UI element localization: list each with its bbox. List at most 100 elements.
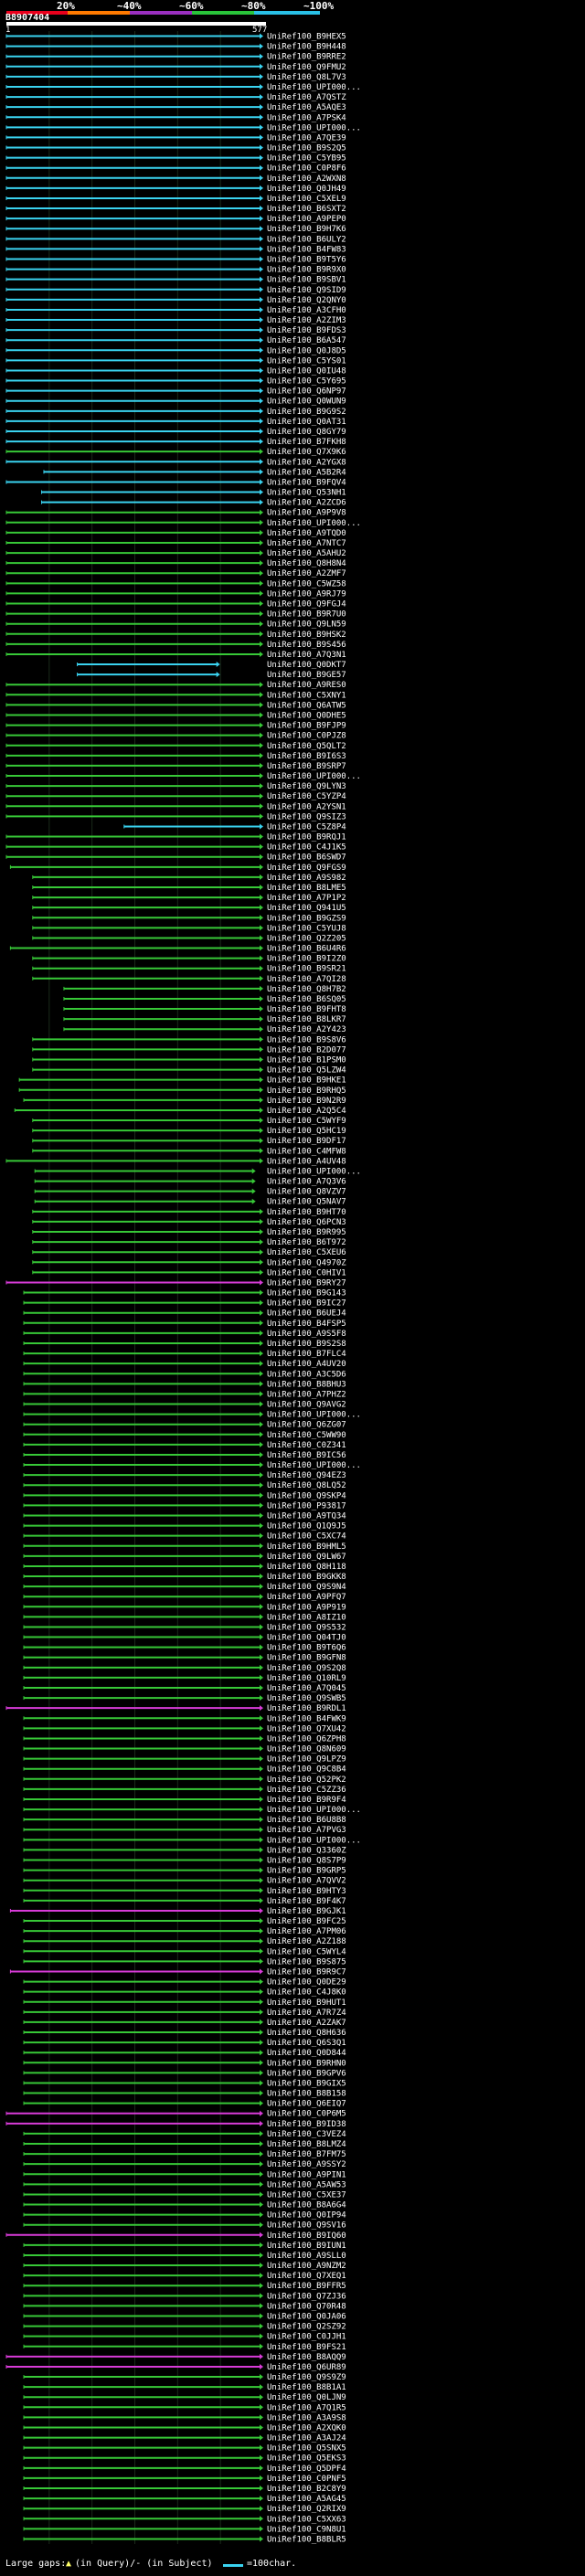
hit-label[interactable]: UniRef100_B9HUT1 — [267, 1998, 346, 2008]
hit-label[interactable]: UniRef100_A9PEP0 — [267, 215, 346, 224]
hit-label[interactable]: UniRef100_B9I6S3 — [267, 752, 346, 761]
hit-label[interactable]: UniRef100_A4UV48 — [267, 1157, 346, 1166]
hit-label[interactable]: UniRef100_A8IZ10 — [267, 1613, 346, 1622]
hit-label[interactable]: UniRef100_Q2SZ92 — [267, 2323, 346, 2332]
hit-label[interactable]: UniRef100_A2WXN8 — [267, 175, 346, 184]
hit-label[interactable]: UniRef100_B8LME5 — [267, 884, 346, 893]
hit-label[interactable]: UniRef100_A5AHU2 — [267, 549, 346, 558]
hit-label[interactable]: UniRef100_A5B2R4 — [267, 468, 346, 477]
hit-label[interactable]: UniRef100_B8B158 — [267, 2090, 346, 2099]
hit-label[interactable]: UniRef100_C0HIV1 — [267, 1268, 346, 1277]
hit-label[interactable]: UniRef100_B9HSK2 — [267, 631, 346, 640]
hit-label[interactable]: UniRef100_Q5NAV7 — [267, 1198, 346, 1207]
hit-label[interactable]: UniRef100_Q9SKP4 — [267, 1491, 346, 1500]
hit-label[interactable]: UniRef100_B9F4K7 — [267, 1897, 346, 1906]
hit-label[interactable]: UniRef100_Q9FGJ4 — [267, 600, 346, 610]
hit-label[interactable]: UniRef100_UPI000... — [267, 1461, 361, 1470]
hit-label[interactable]: UniRef100_B9RY27 — [267, 1278, 346, 1288]
hit-label[interactable]: UniRef100_UPI000... — [267, 772, 361, 781]
hit-label[interactable]: UniRef100_B6ULY2 — [267, 235, 346, 244]
hit-label[interactable]: UniRef100_B9RQJ1 — [267, 833, 346, 843]
hit-label[interactable]: UniRef100_Q8VZV7 — [267, 1188, 346, 1197]
hit-label[interactable]: UniRef100_Q94EZ3 — [267, 1471, 346, 1480]
hit-label[interactable]: UniRef100_B6SWD7 — [267, 853, 346, 863]
hit-label[interactable]: UniRef100_Q5LZW4 — [267, 1066, 346, 1076]
hit-label[interactable]: UniRef100_C9N8U1 — [267, 2525, 346, 2534]
hit-label[interactable]: UniRef100_B9R7U0 — [267, 610, 346, 620]
hit-label[interactable]: UniRef100_C5YUJ8 — [267, 924, 346, 933]
hit-label[interactable]: UniRef100_B9FFR5 — [267, 2282, 346, 2291]
hit-label[interactable]: UniRef100_Q0DHE5 — [267, 711, 346, 720]
hit-label[interactable]: UniRef100_B9H448 — [267, 43, 346, 52]
hit-label[interactable]: UniRef100_C5WYF9 — [267, 1117, 346, 1126]
hit-label[interactable]: UniRef100_Q8H636 — [267, 2029, 346, 2038]
hit-label[interactable]: UniRef100_A2XQK0 — [267, 2423, 346, 2433]
hit-label[interactable]: UniRef100_C5XEU6 — [267, 1248, 346, 1257]
hit-label[interactable]: UniRef100_Q9FGS9 — [267, 864, 346, 873]
hit-label[interactable]: UniRef100_B9GIX5 — [267, 2079, 346, 2088]
hit-label[interactable]: UniRef100_Q0JA06 — [267, 2313, 346, 2322]
hit-label[interactable]: UniRef100_Q0D844 — [267, 2049, 346, 2058]
hit-label[interactable]: UniRef100_B8LKR7 — [267, 1015, 346, 1024]
hit-label[interactable]: UniRef100_B9S875 — [267, 1957, 346, 1966]
hit-label[interactable]: UniRef100_C0PNF5 — [267, 2475, 346, 2484]
hit-label[interactable]: UniRef100_A7QSTZ — [267, 93, 346, 102]
hit-label[interactable]: UniRef100_UPI000... — [267, 1411, 361, 1420]
hit-label[interactable]: UniRef100_C5Y695 — [267, 377, 346, 387]
hit-label[interactable]: UniRef100_Q7XEQ1 — [267, 2272, 346, 2281]
hit-label[interactable]: UniRef100_B6U4R6 — [267, 945, 346, 954]
hit-label[interactable]: UniRef100_Q7XU42 — [267, 1724, 346, 1733]
hit-label[interactable]: UniRef100_Q6ZPH8 — [267, 1734, 346, 1744]
hit-label[interactable]: UniRef100_B6T972 — [267, 1238, 346, 1247]
hit-label[interactable]: UniRef100_UPI000... — [267, 83, 361, 92]
hit-label[interactable]: UniRef100_Q9S2Q8 — [267, 1664, 346, 1673]
hit-label[interactable]: UniRef100_Q8L7V3 — [267, 73, 346, 82]
hit-label[interactable]: UniRef100_Q9LW67 — [267, 1553, 346, 1562]
hit-label[interactable]: UniRef100_A2ZCD6 — [267, 499, 346, 508]
hit-label[interactable]: UniRef100_B9FS21 — [267, 2343, 346, 2352]
hit-label[interactable]: UniRef100_Q9S532 — [267, 1623, 346, 1632]
hit-label[interactable]: UniRef100_B8BLR5 — [267, 2535, 346, 2544]
hit-label[interactable]: UniRef100_B4FWK9 — [267, 1714, 346, 1723]
hit-label[interactable]: UniRef100_Q6UR89 — [267, 2363, 346, 2372]
hit-label[interactable]: UniRef100_A9TQD0 — [267, 529, 346, 538]
hit-label[interactable]: UniRef100_B7FKH8 — [267, 438, 346, 447]
hit-label[interactable]: UniRef100_Q5HC19 — [267, 1127, 346, 1136]
hit-label[interactable]: UniRef100_B9GE57 — [267, 671, 346, 680]
hit-label[interactable]: UniRef100_A7PM06 — [267, 1927, 346, 1936]
hit-label[interactable]: UniRef100_Q0JH49 — [267, 185, 346, 194]
hit-label[interactable]: UniRef100_A7QI28 — [267, 975, 346, 984]
hit-label[interactable]: UniRef100_A9TQ34 — [267, 1511, 346, 1521]
hit-label[interactable]: UniRef100_UPI000... — [267, 123, 361, 133]
hit-label[interactable]: UniRef100_B9GFN8 — [267, 1654, 346, 1663]
hit-label[interactable]: UniRef100_B9S8V6 — [267, 1035, 346, 1044]
hit-label[interactable]: UniRef100_C0P8F6 — [267, 164, 346, 174]
hit-label[interactable]: UniRef100_C5YZP4 — [267, 792, 346, 801]
hit-label[interactable]: UniRef100_Q8LQ52 — [267, 1481, 346, 1490]
hit-label[interactable]: UniRef100_Q8H7B2 — [267, 985, 346, 994]
hit-label[interactable]: UniRef100_A9P919 — [267, 1603, 346, 1612]
hit-label[interactable]: UniRef100_A2YGX8 — [267, 458, 346, 467]
hit-label[interactable]: UniRef100_Q0J8D5 — [267, 346, 346, 355]
hit-label[interactable]: UniRef100_B9SRP7 — [267, 762, 346, 771]
hit-label[interactable]: UniRef100_Q3360Z — [267, 1846, 346, 1855]
hit-label[interactable]: UniRef100_Q0WUN9 — [267, 398, 346, 407]
hit-label[interactable]: UniRef100_C5WYL4 — [267, 1947, 346, 1956]
hit-label[interactable]: UniRef100_B9R9F4 — [267, 1796, 346, 1805]
hit-label[interactable]: UniRef100_B9HT70 — [267, 1208, 346, 1217]
hit-label[interactable]: UniRef100_B9S2S8 — [267, 1340, 346, 1349]
hit-label[interactable]: UniRef100_C0P6M5 — [267, 2110, 346, 2119]
hit-label[interactable]: UniRef100_C0PJZ8 — [267, 732, 346, 741]
hit-label[interactable]: UniRef100_B9FC25 — [267, 1917, 346, 1926]
hit-label[interactable]: UniRef100_Q04TJ0 — [267, 1634, 346, 1643]
hit-label[interactable]: UniRef100_B8AQQ9 — [267, 2353, 346, 2362]
hit-label[interactable]: UniRef100_A9SLL0 — [267, 2252, 346, 2261]
hit-label[interactable]: UniRef100_B6SXT2 — [267, 205, 346, 214]
hit-label[interactable]: UniRef100_B9H7K6 — [267, 225, 346, 234]
hit-label[interactable]: UniRef100_C0Z341 — [267, 1441, 346, 1450]
hit-label[interactable]: UniRef100_Q5DPF4 — [267, 2465, 346, 2474]
hit-label[interactable]: UniRef100_Q9SV16 — [267, 2221, 346, 2231]
hit-label[interactable]: UniRef100_B9FDS3 — [267, 326, 346, 335]
hit-label[interactable]: UniRef100_C3VEZ4 — [267, 2130, 346, 2139]
hit-label[interactable]: UniRef100_B9T6Q6 — [267, 1644, 346, 1653]
